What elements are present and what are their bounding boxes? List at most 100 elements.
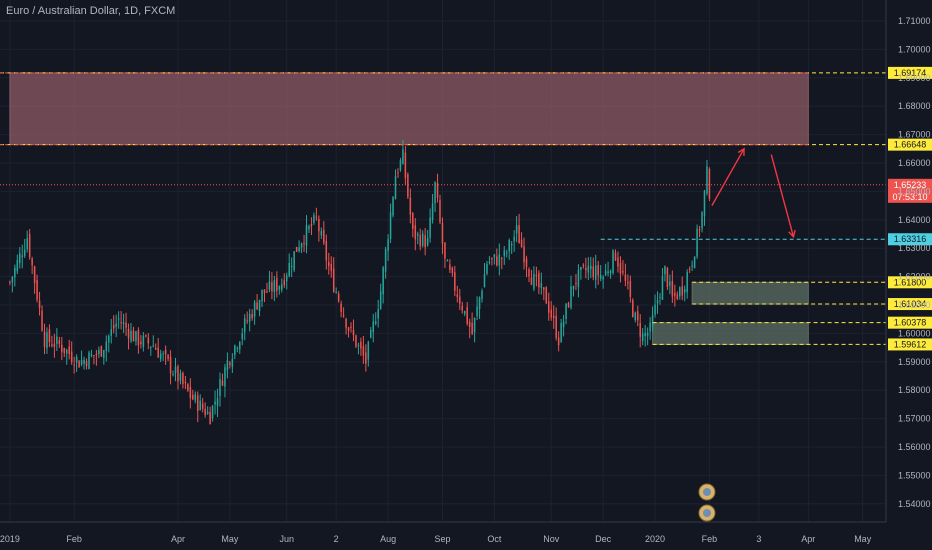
- candle-body: [481, 290, 483, 299]
- candle-body: [698, 229, 701, 231]
- candle-body: [130, 330, 132, 342]
- candle-body: [463, 310, 466, 314]
- candle-body: [454, 272, 456, 291]
- candle-body: [236, 347, 239, 349]
- candle-body: [234, 345, 236, 356]
- candle-body: [377, 309, 379, 319]
- candle-body: [614, 253, 617, 261]
- candle-body: [491, 258, 493, 260]
- candle-body: [617, 257, 619, 267]
- candle-body: [659, 296, 661, 298]
- level-1-60378-tag-label: 1.60378: [894, 318, 927, 328]
- candle-body: [63, 347, 66, 354]
- candle-body: [483, 274, 486, 288]
- earnings-badge-icon[interactable]: [698, 504, 716, 522]
- y-tick-label: 1.64000: [898, 215, 931, 225]
- level-1-66648-tag: [888, 138, 932, 151]
- candle-body: [209, 411, 211, 425]
- candle-body: [271, 282, 273, 292]
- candle-body: [498, 254, 501, 266]
- symbol-title[interactable]: Euro / Australian Dollar, 1D, FXCM: [6, 5, 176, 17]
- candle-body: [46, 332, 48, 349]
- candle-body: [23, 249, 26, 256]
- candle-body: [612, 250, 614, 274]
- candle-body: [152, 345, 155, 347]
- candle-body: [379, 291, 382, 309]
- candle-body: [73, 364, 75, 366]
- candle-body: [644, 333, 646, 337]
- x-tick-label: Jun: [279, 534, 294, 544]
- candle-body: [110, 329, 113, 336]
- candle-body: [372, 321, 375, 332]
- candle-body: [85, 361, 88, 367]
- candle-body: [641, 333, 644, 342]
- candle-body: [98, 349, 100, 354]
- candle-body: [503, 250, 506, 256]
- candle-body: [543, 287, 545, 290]
- candle-body: [426, 237, 429, 246]
- candle-body: [597, 265, 599, 276]
- level-1-61800-tag-label: 1.61800: [894, 277, 927, 287]
- candle-body: [177, 366, 179, 382]
- candle-body: [562, 321, 565, 328]
- candle-body: [575, 283, 577, 285]
- candle-body: [320, 231, 323, 236]
- candle-body: [19, 253, 21, 264]
- candle-body: [174, 366, 177, 374]
- candle-body: [9, 281, 11, 283]
- candle-body: [688, 268, 691, 270]
- candle-body: [293, 251, 295, 271]
- candle-body: [122, 322, 125, 324]
- candle-body: [303, 242, 305, 245]
- candle-body: [693, 256, 696, 269]
- candle-body: [201, 403, 204, 409]
- candle-body: [192, 394, 194, 400]
- level-1-63316-tag: [888, 233, 932, 246]
- candle-body: [478, 297, 481, 310]
- candle-body: [703, 190, 706, 216]
- y-tick-label: 1.60000: [898, 328, 931, 338]
- level-1-63316-tag-label: 1.63316: [894, 234, 927, 244]
- candle-body: [266, 291, 268, 293]
- candle-body: [602, 276, 604, 280]
- x-tick-label: Apr: [801, 534, 815, 544]
- candle-body: [538, 273, 540, 288]
- candle-body: [520, 239, 523, 248]
- x-tick-label: Dec: [595, 534, 612, 544]
- candle-body: [224, 367, 226, 387]
- candle-body: [671, 280, 674, 297]
- candle-body: [318, 218, 320, 232]
- candle-body: [370, 330, 372, 338]
- candle-body: [486, 263, 488, 274]
- candle-body: [471, 322, 473, 334]
- candle-body: [241, 333, 244, 340]
- candle-body: [431, 203, 434, 221]
- candle-body: [184, 381, 187, 384]
- candle-body: [414, 225, 417, 240]
- candle-body: [100, 346, 103, 357]
- candle-body: [147, 337, 150, 344]
- candle-body: [528, 269, 530, 277]
- event-badge-icon[interactable]: [698, 483, 716, 501]
- candle-body: [476, 306, 478, 317]
- candle-body: [555, 315, 557, 339]
- candle-body: [310, 223, 313, 227]
- candle-body: [239, 342, 241, 350]
- x-tick-label: Sep: [434, 534, 450, 544]
- candle-body: [545, 287, 548, 304]
- candle-body: [387, 239, 389, 251]
- candle-body: [402, 149, 404, 164]
- candle-body: [676, 294, 679, 299]
- candle-body: [594, 265, 597, 280]
- candle-body: [701, 212, 703, 229]
- candle-body: [552, 315, 555, 318]
- x-tick-label: Oct: [487, 534, 502, 544]
- candle-layer: [9, 139, 711, 425]
- candle-body: [95, 353, 98, 356]
- level-1-61800-tag: [888, 276, 932, 289]
- candle-body: [619, 262, 622, 274]
- candle-body: [179, 373, 182, 381]
- candle-body: [258, 299, 261, 312]
- candle-body: [407, 174, 409, 197]
